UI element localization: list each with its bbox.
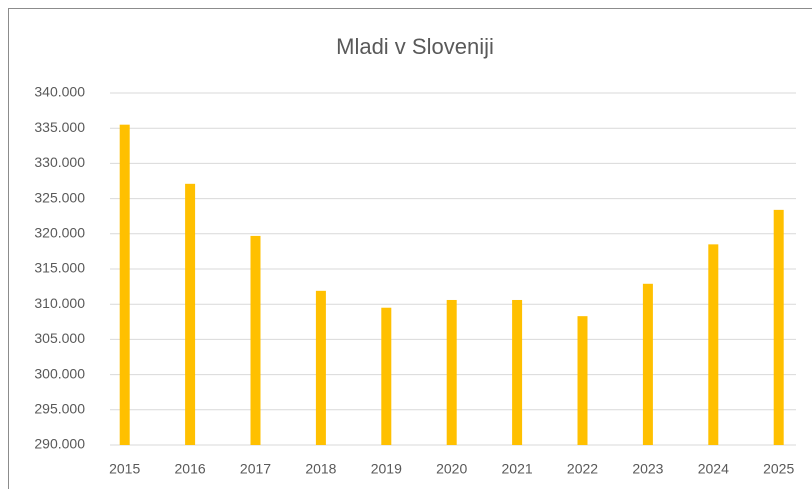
y-tick-label: 335.000 <box>34 119 85 135</box>
y-tick-label: 340.000 <box>34 84 85 100</box>
x-tick-label: 2018 <box>305 461 336 477</box>
bar <box>642 283 653 445</box>
y-tick-label: 330.000 <box>34 154 85 170</box>
x-tick-label: 2023 <box>632 461 663 477</box>
x-tick-label: 2020 <box>436 461 467 477</box>
bar <box>250 235 261 445</box>
x-tick-label: 2019 <box>371 461 402 477</box>
y-tick-label: 290.000 <box>34 436 85 452</box>
x-tick-label: 2024 <box>698 461 729 477</box>
chart-title: Mladi v Sloveniji <box>336 34 494 59</box>
bar <box>446 299 457 445</box>
bar <box>185 183 196 446</box>
x-tick-label: 2015 <box>109 461 140 477</box>
y-tick-label: 305.000 <box>34 330 85 346</box>
bar <box>773 209 784 445</box>
y-tick-label: 315.000 <box>34 260 85 276</box>
x-tick-label: 2016 <box>175 461 206 477</box>
bar <box>577 316 588 445</box>
bar <box>381 307 392 445</box>
y-tick-label: 325.000 <box>34 189 85 205</box>
bar <box>512 299 523 445</box>
y-tick-label: 320.000 <box>34 225 85 241</box>
x-tick-label: 2017 <box>240 461 271 477</box>
x-tick-label: 2025 <box>763 461 794 477</box>
bar <box>119 124 130 446</box>
x-tick-label: 2022 <box>567 461 598 477</box>
bar <box>315 290 326 445</box>
y-tick-label: 300.000 <box>34 365 85 381</box>
y-tick-label: 310.000 <box>34 295 85 311</box>
bar <box>708 244 719 445</box>
x-tick-label: 2021 <box>502 461 533 477</box>
y-tick-label: 295.000 <box>34 401 85 417</box>
chart-border <box>8 8 812 489</box>
